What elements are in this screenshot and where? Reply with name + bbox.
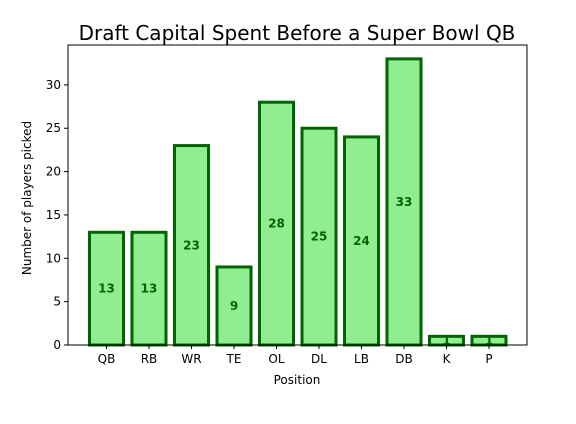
- bar-db: [385, 57, 423, 347]
- x-tick-label: OL: [268, 352, 284, 366]
- plot-frame: [67, 44, 528, 346]
- bar-value-label-ol: 28: [268, 217, 285, 231]
- bar-te: [215, 265, 253, 347]
- bars-group: [88, 57, 508, 347]
- x-tick-label: QB: [98, 352, 116, 366]
- y-axis-label: Number of players picked: [20, 121, 34, 275]
- bar-value-label-db: 33: [396, 195, 413, 209]
- y-tick-label: 5: [53, 295, 61, 309]
- x-tick-label: DB: [395, 352, 412, 366]
- x-tick-label: WR: [181, 352, 201, 366]
- y-tick-label: 0: [53, 338, 61, 352]
- bar-value-label-k: 1: [442, 334, 450, 348]
- bar-value-label-rb: 13: [141, 282, 158, 296]
- x-tick-label: TE: [226, 352, 242, 366]
- bar-value-label-dl: 25: [311, 230, 328, 244]
- chart-title: Draft Capital Spent Before a Super Bowl …: [79, 21, 516, 45]
- x-axis-label: Position: [274, 373, 321, 387]
- y-axis: 0 5 10 15 20 25 30: [46, 78, 68, 352]
- y-tick-label: 30: [46, 78, 61, 92]
- bar-value-label-qb: 13: [98, 282, 115, 296]
- bar-value-label-wr: 23: [183, 238, 200, 252]
- bar-value-label-p: 1: [485, 334, 493, 348]
- y-tick-label: 20: [46, 165, 61, 179]
- x-tick-label: K: [443, 352, 452, 366]
- y-tick-label: 15: [46, 208, 61, 222]
- bar-value-label-te: 9: [230, 299, 238, 313]
- x-tick-label: LB: [354, 352, 369, 366]
- x-tick-label: RB: [141, 352, 158, 366]
- x-tick-label: DL: [311, 352, 327, 366]
- x-axis: QB RB WR TE OL DL LB DB K P: [98, 345, 493, 366]
- bar-labels-group: 13 13 23 9 28 25 24 33 1 1: [98, 195, 493, 348]
- x-tick-label: P: [485, 352, 492, 366]
- y-tick-label: 25: [46, 121, 61, 135]
- bar-value-label-lb: 24: [353, 234, 370, 248]
- bar-dl: [300, 126, 338, 347]
- y-tick-label: 10: [46, 251, 61, 265]
